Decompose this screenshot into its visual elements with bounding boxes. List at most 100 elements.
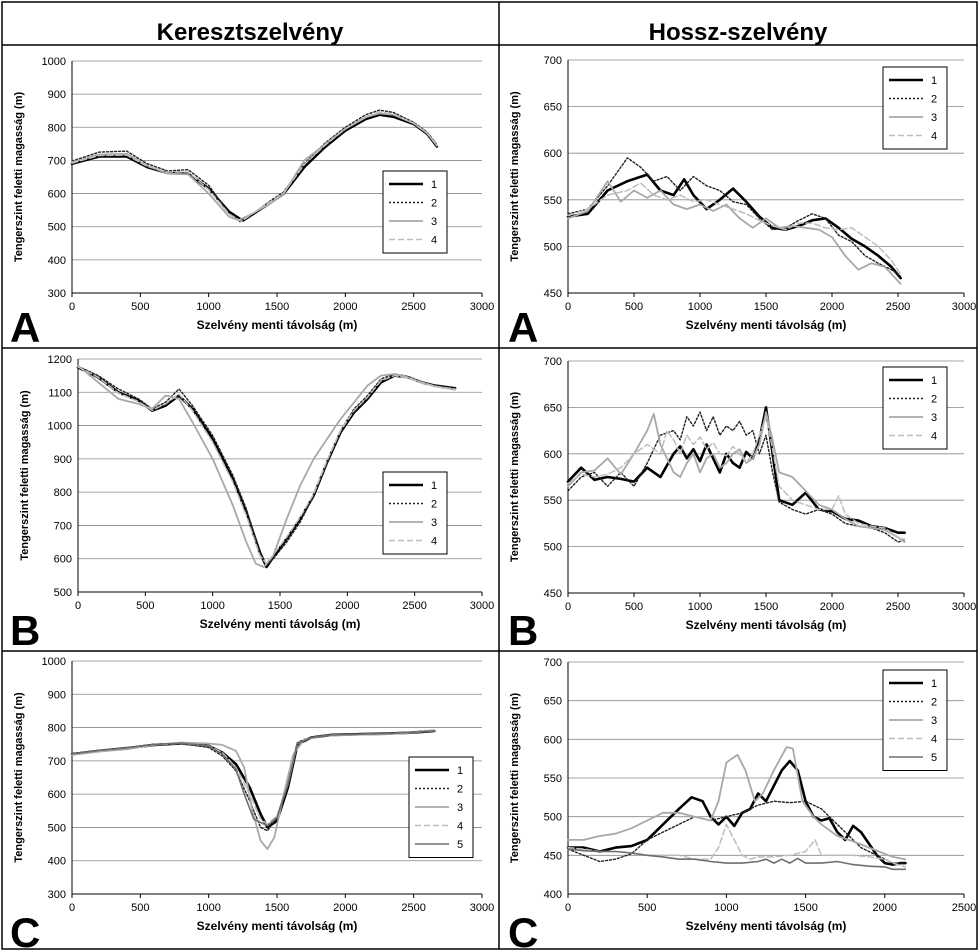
x-tick-label: 2500 — [401, 301, 425, 313]
x-tick-label: 1500 — [754, 601, 778, 613]
y-tick-label: 700 — [48, 155, 66, 167]
series-line-2 — [71, 109, 438, 223]
legend-label-2: 2 — [931, 697, 937, 709]
legend-label-1: 1 — [931, 375, 937, 387]
y-tick-label: 600 — [54, 554, 72, 566]
x-tick-label: 3000 — [470, 902, 494, 914]
legend: 1 2 3 4 5 — [408, 756, 474, 858]
y-tick-label: 500 — [544, 542, 562, 554]
header-right: Hossz-szelvény — [649, 19, 828, 46]
y-tick-label: 800 — [48, 122, 66, 134]
legend-label-1: 1 — [931, 75, 937, 87]
x-axis-label: Szelvény menti távolság (m) — [686, 318, 847, 332]
legend-label-2: 2 — [931, 394, 937, 406]
y-tick-label: 700 — [48, 756, 66, 768]
y-tick-label: 300 — [48, 889, 66, 901]
chart-C-right: 400 450 500 550 600 650 700 0 500 1000 1500 2000 250… — [508, 657, 976, 951]
legend-label-4: 4 — [431, 536, 437, 548]
y-axis-label: Tengerszint feletti magasság (m) — [13, 692, 25, 863]
x-tick-label: 1500 — [265, 902, 289, 914]
series-line-4 — [567, 182, 902, 276]
y-tick-label: 300 — [48, 288, 66, 300]
x-tick-label: 2000 — [873, 902, 897, 914]
x-tick-label: 2500 — [886, 301, 910, 313]
x-tick-label: 2000 — [820, 301, 844, 313]
series-line-4 — [77, 366, 456, 565]
chart-C-left: 300 400 500 600 700 800 900 1000 0 500 1000 1500 200… — [10, 656, 494, 951]
x-tick-label: 500 — [638, 902, 656, 914]
x-tick-label: 500 — [136, 600, 154, 612]
y-tick-label: 700 — [544, 356, 562, 368]
legend-label-1: 1 — [431, 480, 437, 492]
y-tick-label: 800 — [54, 487, 72, 499]
legend-label-1: 1 — [931, 678, 937, 690]
header-left: Keresztszelvény — [157, 19, 344, 46]
legend: 1 2 3 4 — [382, 170, 448, 254]
x-tick-label: 2500 — [952, 902, 976, 914]
chart-A-right: 450 500 550 600 650 700 0 500 1000 1500 2000 2500 30… — [508, 55, 976, 351]
legend-label-4: 4 — [457, 821, 463, 833]
y-tick-label: 650 — [544, 402, 562, 414]
legend-label-3: 3 — [931, 412, 937, 424]
series-line-3 — [567, 746, 907, 861]
y-tick-label: 650 — [544, 696, 562, 708]
y-axis-label: Tengerszint feletti magasság (m) — [509, 392, 521, 563]
series-line-2 — [77, 365, 456, 567]
legend-label-4: 4 — [931, 431, 937, 443]
series-line-2 — [567, 411, 906, 543]
legend: 1 2 3 4 — [882, 366, 948, 450]
legend-label-2: 2 — [431, 198, 437, 210]
series-line-2 — [567, 800, 907, 864]
panel-label: B — [10, 607, 40, 654]
y-tick-label: 500 — [544, 241, 562, 253]
x-tick-label: 2500 — [401, 902, 425, 914]
y-tick-label: 1000 — [48, 421, 72, 433]
legend-label-4: 4 — [931, 734, 937, 746]
legend-label-1: 1 — [431, 179, 437, 191]
legend-label-3: 3 — [457, 802, 463, 814]
legend: 1 2 3 4 — [382, 471, 448, 555]
panel-label: B — [508, 607, 538, 654]
x-tick-label: 0 — [565, 601, 571, 613]
y-tick-label: 550 — [544, 495, 562, 507]
series-line-1 — [566, 759, 907, 866]
legend-label-1: 1 — [457, 765, 463, 777]
x-tick-label: 0 — [565, 902, 571, 914]
panel-label: C — [508, 909, 538, 951]
y-tick-label: 550 — [544, 195, 562, 207]
x-tick-label: 1000 — [688, 601, 712, 613]
series-line-3 — [71, 112, 438, 221]
y-tick-label: 600 — [544, 148, 562, 160]
y-tick-label: 400 — [544, 889, 562, 901]
legend: 1 2 3 4 5 — [882, 669, 948, 771]
x-tick-label: 1500 — [268, 600, 292, 612]
x-tick-label: 500 — [131, 902, 149, 914]
y-tick-label: 1200 — [48, 354, 72, 366]
series-line-4 — [567, 823, 907, 868]
panel-label: A — [508, 304, 538, 351]
x-tick-label: 1500 — [754, 301, 778, 313]
y-axis-label: Tengerszint feletti magasság (m) — [13, 92, 25, 263]
legend-label-5: 5 — [931, 752, 937, 764]
y-tick-label: 800 — [48, 723, 66, 735]
x-tick-label: 1000 — [688, 301, 712, 313]
x-tick-label: 0 — [565, 301, 571, 313]
chart-B-right: 450 500 550 600 650 700 0 500 1000 1500 2000 2500 30… — [508, 356, 976, 654]
x-axis-label: Szelvény menti távolság (m) — [200, 617, 361, 631]
y-tick-label: 400 — [48, 255, 66, 267]
x-tick-label: 1500 — [265, 301, 289, 313]
y-tick-label: 500 — [48, 222, 66, 234]
series-line-1 — [70, 113, 439, 222]
legend-label-4: 4 — [431, 235, 437, 247]
y-tick-label: 450 — [544, 288, 562, 300]
series-line-5 — [71, 730, 435, 827]
y-tick-label: 900 — [48, 89, 66, 101]
series-line-5 — [567, 848, 907, 871]
y-tick-label: 700 — [544, 55, 562, 67]
series-line-1 — [566, 173, 902, 280]
panel-label: A — [10, 304, 40, 351]
